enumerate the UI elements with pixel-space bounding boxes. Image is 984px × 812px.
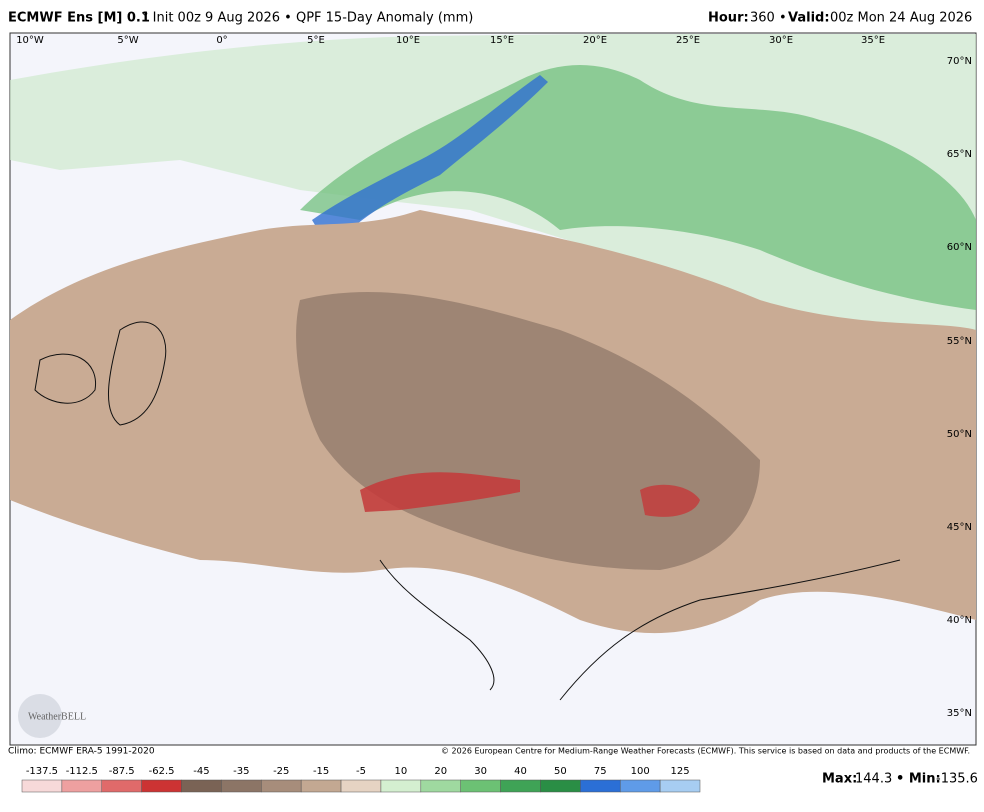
latitude-label: 40°N: [947, 615, 972, 626]
colorbar-segment: [580, 779, 621, 793]
colorbar-segment: [21, 779, 63, 793]
colorbar-label: -87.5: [109, 766, 135, 777]
colorbar-segment: [659, 779, 701, 793]
copyright: © 2026 European Centre for Medium-Range …: [441, 747, 970, 756]
longitude-label: 30°E: [769, 35, 793, 46]
valid-label: Valid:: [788, 11, 830, 26]
colorbar-segment: [261, 779, 302, 793]
hour-value: 360 •: [750, 11, 787, 26]
colorbar-label: -137.5: [26, 766, 58, 777]
map: WeatherBELL: [9, 32, 977, 746]
colorbar-segment: [300, 779, 342, 793]
colorbar-segment: [460, 779, 501, 793]
max-label: Max:: [822, 772, 857, 787]
colorbar-segment: [420, 779, 461, 793]
min-label: • Min:: [896, 772, 941, 787]
title-bold: ECMWF Ens [M] 0.1: [8, 11, 150, 26]
colorbar-label: -25: [273, 766, 289, 777]
latitude-label: 50°N: [947, 429, 972, 440]
colorbar-label: -112.5: [66, 766, 98, 777]
colorbar-segment: [181, 779, 222, 793]
green-scandinavia: [300, 65, 976, 310]
colorbar-label: -62.5: [149, 766, 175, 777]
hour-label: Hour:: [708, 11, 749, 26]
colorbar-label: -35: [233, 766, 249, 777]
longitude-label: 20°E: [583, 35, 607, 46]
colorbar-segment: [540, 779, 581, 793]
latitude-label: 60°N: [947, 242, 972, 253]
colorbar-segment: [500, 779, 541, 793]
coastline: [379, 559, 901, 701]
latitude-label: 55°N: [947, 336, 972, 347]
colorbar-label: 40: [514, 766, 527, 777]
colorbar-label: 100: [631, 766, 650, 777]
longitude-label: 0°: [216, 35, 227, 46]
longitude-label: 5°W: [117, 35, 138, 46]
longitude-label: 5°E: [307, 35, 325, 46]
colorbar-segment: [380, 779, 422, 793]
colorbar-label: -45: [193, 766, 209, 777]
longitude-label: 10°W: [16, 35, 44, 46]
longitude-label: 10°E: [396, 35, 420, 46]
latitude-label: 35°N: [947, 708, 972, 719]
longitude-label: 35°E: [861, 35, 885, 46]
latitude-label: 70°N: [947, 56, 972, 67]
longitude-label: 15°E: [490, 35, 514, 46]
colorbar-segment: [221, 779, 262, 793]
longitude-label: 25°E: [676, 35, 700, 46]
colorbar-segment: [619, 779, 661, 793]
colorbar-label: 30: [474, 766, 487, 777]
colorbar-label: -15: [313, 766, 329, 777]
colorbar-segment: [141, 779, 182, 793]
colorbar-segment: [101, 779, 142, 793]
climo-note: Climo: ECMWF ERA-5 1991-2020: [8, 747, 155, 757]
blue-norway-coast: [312, 75, 548, 250]
max-value: 144.3: [855, 772, 892, 787]
logo-swirl: [18, 694, 62, 738]
colorbar-label: 10: [395, 766, 408, 777]
colorbar-label: 75: [594, 766, 607, 777]
colorbar-label: -5: [356, 766, 366, 777]
british-isles-outline: [34, 321, 167, 426]
red-carpathians: [640, 484, 700, 517]
colorbar-label: 125: [671, 766, 690, 777]
valid-value: 00z Mon 24 Aug 2026: [830, 11, 972, 26]
red-alps: [360, 472, 520, 512]
colorbar-label: 50: [554, 766, 567, 777]
logo-text: WeatherBELL: [28, 711, 86, 722]
colorbar-segment: [61, 779, 103, 793]
latitude-label: 65°N: [947, 149, 972, 160]
colorbar-label: 20: [434, 766, 447, 777]
min-value: -135.6: [936, 772, 978, 787]
latitude-label: 45°N: [947, 522, 972, 533]
colorbar-segment: [340, 779, 382, 793]
title-rest: ° Init 00z 9 Aug 2026 • QPF 15-Day Anoma…: [142, 11, 473, 26]
